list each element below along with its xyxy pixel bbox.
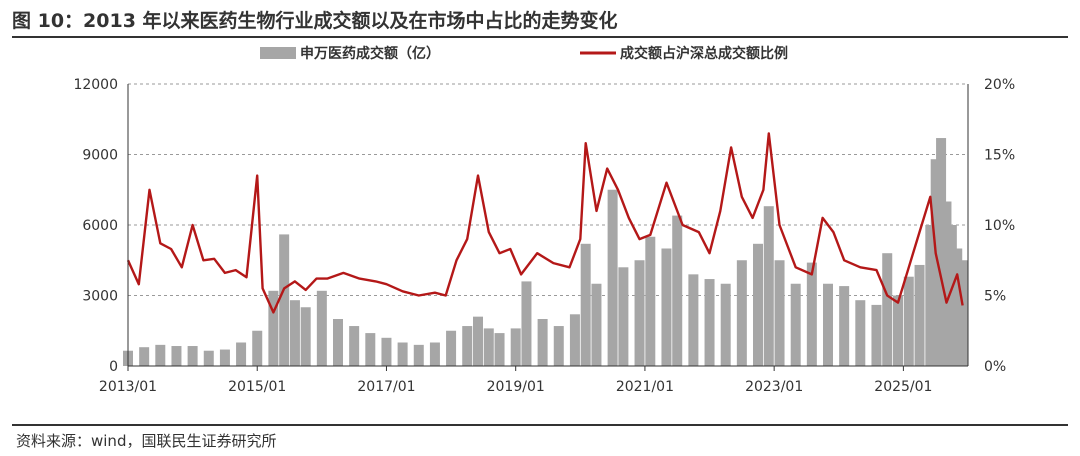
axes: 0 0% 3000 5% 6000 10% 9000 15% 12000 20% 2013/01 20…: [73, 77, 1015, 395]
bar: [936, 138, 947, 366]
bar: [672, 215, 683, 366]
bar: [268, 290, 279, 366]
bar: [300, 307, 311, 366]
line-series-path: [126, 132, 964, 314]
legend-label-line: 成交额占沪深总成交额比例: [620, 45, 788, 62]
source-note: 资料来源：wind，国联民生证券研究所: [16, 432, 277, 450]
bar: [855, 300, 866, 366]
bar: [510, 328, 521, 366]
bar: [871, 304, 882, 366]
bar: [553, 326, 564, 366]
bar: [316, 290, 327, 366]
bar: [941, 201, 952, 366]
bar: [957, 260, 968, 366]
bar-series: [123, 138, 968, 366]
bar: [462, 326, 473, 366]
bar: [839, 286, 850, 366]
bar: [349, 326, 360, 366]
chart: 0 0% 3000 5% 6000 10% 9000 15% 12000 20% 2013/01 20…: [73, 45, 1015, 395]
bar: [279, 234, 290, 366]
bar: [925, 225, 936, 366]
bar: [494, 333, 505, 366]
x-tick-label: 2015/01: [228, 379, 286, 395]
bar: [203, 350, 214, 366]
y-right-tick-label: 20%: [984, 77, 1015, 93]
bar: [381, 337, 392, 366]
bar: [333, 319, 343, 366]
y-left-tick-label: 9000: [82, 148, 118, 164]
bar: [171, 346, 182, 366]
bar: [607, 189, 618, 366]
bar: [473, 316, 483, 366]
bar: [688, 274, 699, 366]
x-tick-label: 2023/01: [745, 379, 803, 395]
bar: [446, 330, 457, 366]
bar: [763, 206, 774, 366]
legend: 申万医药成交额（亿） 成交额占沪深总成交额比例: [260, 45, 788, 62]
y-left-tick-label: 0: [109, 359, 118, 375]
bar: [774, 260, 785, 366]
figure-title: 图 10：2013 年以来医药生物行业成交额以及在市场中占比的走势变化: [12, 10, 618, 32]
y-right-tick-label: 5%: [984, 289, 1006, 305]
bar: [946, 225, 957, 366]
source-rule: [12, 424, 1068, 426]
x-tick-label: 2017/01: [357, 379, 415, 395]
legend-label-bar: 申万医药成交额（亿）: [300, 45, 440, 62]
x-tick-label: 2019/01: [487, 379, 545, 395]
bar: [289, 300, 300, 366]
legend-swatch-bar: [260, 47, 296, 59]
bar: [397, 342, 408, 366]
bar: [413, 344, 424, 366]
bar: [952, 248, 963, 366]
bar: [521, 281, 532, 366]
y-right-tick-label: 0%: [984, 359, 1006, 375]
y-left-tick-label: 6000: [82, 218, 118, 234]
bar: [537, 319, 548, 366]
y-right-tick-label: 10%: [984, 218, 1015, 234]
y-left-tick-label: 12000: [73, 77, 118, 93]
bar: [139, 347, 150, 366]
bar: [753, 243, 763, 366]
bar: [645, 236, 656, 366]
gridlines: [128, 83, 968, 296]
bar: [914, 264, 925, 366]
bar: [634, 260, 645, 366]
x-tick-label: 2013/01: [99, 379, 157, 395]
x-tick-label: 2025/01: [874, 379, 932, 395]
bar: [580, 243, 591, 366]
bar: [155, 344, 166, 366]
bar: [187, 346, 198, 366]
bar: [882, 253, 893, 366]
bar: [930, 159, 941, 366]
x-tick-label: 2021/01: [616, 379, 674, 395]
line-series: [126, 132, 964, 314]
bar: [618, 267, 629, 366]
bar: [569, 314, 580, 366]
bar: [790, 283, 801, 366]
bar: [823, 283, 833, 366]
title-rule: [12, 36, 1068, 38]
bar: [720, 283, 731, 366]
bar: [483, 328, 494, 366]
bar: [661, 248, 672, 366]
bar: [591, 283, 602, 366]
bar: [219, 349, 230, 366]
y-left-tick-label: 3000: [82, 289, 118, 305]
y-right-tick-label: 15%: [984, 148, 1015, 164]
bar: [893, 295, 903, 366]
bar: [736, 260, 747, 366]
bar: [806, 262, 817, 366]
bar: [252, 330, 263, 366]
bar: [903, 276, 914, 366]
bar: [236, 342, 247, 366]
bar: [429, 342, 440, 366]
bar: [365, 333, 376, 366]
bar: [704, 279, 715, 366]
